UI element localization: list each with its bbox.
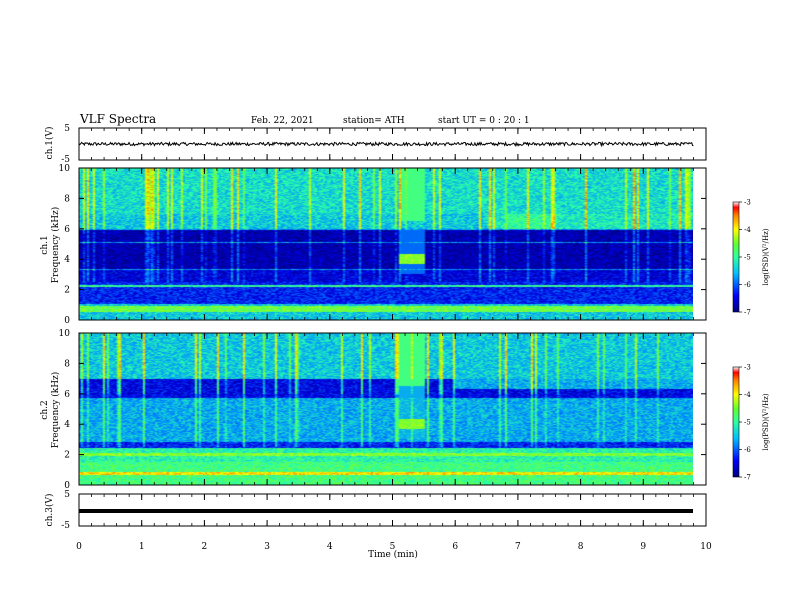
spec-ytick-label: 2 xyxy=(64,451,70,461)
colorbar-tick-label: -7 xyxy=(744,309,751,317)
x-tick-label: 8 xyxy=(578,542,584,552)
colorbar-tick-label: -4 xyxy=(744,226,751,234)
spec-ytick-label: 10 xyxy=(59,329,71,339)
ch2-spectrogram-image xyxy=(79,333,693,485)
ch2-spec-ylabel-line2: Frequency (kHz) xyxy=(50,372,61,449)
ch2-spec-ylabel-line1: ch.2 xyxy=(40,400,50,419)
ch1-ytick-top: 5 xyxy=(64,124,70,134)
ch2-colorbar-label: log(PSD)(V²/Hz) xyxy=(762,393,770,450)
x-tick-label: 4 xyxy=(327,542,333,552)
colorbar-tick-label: -7 xyxy=(744,474,751,482)
spec-ytick-label: 4 xyxy=(64,420,70,430)
colorbar-tick-label: -5 xyxy=(744,419,751,427)
ch3-ytick-bottom: -5 xyxy=(61,521,70,531)
ch1-spec-ylabel-line2: Frequency (kHz) xyxy=(50,207,61,284)
spec-ytick-label: 0 xyxy=(64,316,70,326)
figure-title: VLF Spectra xyxy=(79,112,156,126)
x-axis-label: Time (min) xyxy=(368,549,418,560)
time-minor-ticks xyxy=(78,128,707,526)
x-tick-label: 1 xyxy=(139,542,145,552)
ch1-colorbar xyxy=(732,201,740,313)
station-label: station= ATH xyxy=(343,116,405,126)
ch1-colorbar-label: log(PSD)(V²/Hz) xyxy=(762,228,770,285)
colorbar-tick-label: -3 xyxy=(744,199,751,207)
x-tick-label: 0 xyxy=(76,542,82,552)
date-label: Feb. 22, 2021 xyxy=(251,116,314,126)
spec-ytick-label: 8 xyxy=(64,359,70,369)
spec-ytick-label: 6 xyxy=(64,390,70,400)
ch3-ylabel: ch.3(V) xyxy=(44,494,55,527)
start-time-label: start UT = 0 : 20 : 1 xyxy=(438,116,530,126)
spec-ytick-label: 0 xyxy=(64,481,70,491)
x-tick-label: 2 xyxy=(202,542,208,552)
x-tick-label: 7 xyxy=(515,542,521,552)
x-tick-label: 10 xyxy=(700,542,712,552)
ch3-waveform-trace xyxy=(79,509,693,513)
ch2-colorbar xyxy=(732,366,740,478)
colorbar-tick-label: -5 xyxy=(744,254,751,262)
ch1-spectrogram-image xyxy=(79,168,693,320)
ch1-ylabel: ch.1(V) xyxy=(44,127,55,160)
ch1-waveform-panel: 5 -5 ch.1(V) xyxy=(44,124,707,165)
colorbar-tick-label: -6 xyxy=(744,446,751,454)
colorbar-tick-label: -6 xyxy=(744,281,751,289)
spec-ytick-label: 4 xyxy=(64,255,70,265)
ch1-ytick-bottom: -5 xyxy=(61,155,70,165)
spec-ytick-label: 10 xyxy=(59,164,71,174)
x-tick-label: 5 xyxy=(390,542,396,552)
x-tick-label: 9 xyxy=(640,542,646,552)
colorbar-tick-label: -4 xyxy=(744,391,751,399)
x-tick-label: 3 xyxy=(264,542,270,552)
x-tick-label: 6 xyxy=(452,542,458,552)
colorbar-tick-label: -3 xyxy=(744,364,751,372)
spec-ytick-label: 8 xyxy=(64,194,70,204)
ch1-waveform-trace xyxy=(78,140,694,148)
ch3-ytick-top: 5 xyxy=(64,490,70,500)
spec-ytick-label: 2 xyxy=(64,286,70,296)
spec-ytick-label: 6 xyxy=(64,225,70,235)
ch1-spec-ylabel-line1: ch.1 xyxy=(40,235,50,254)
